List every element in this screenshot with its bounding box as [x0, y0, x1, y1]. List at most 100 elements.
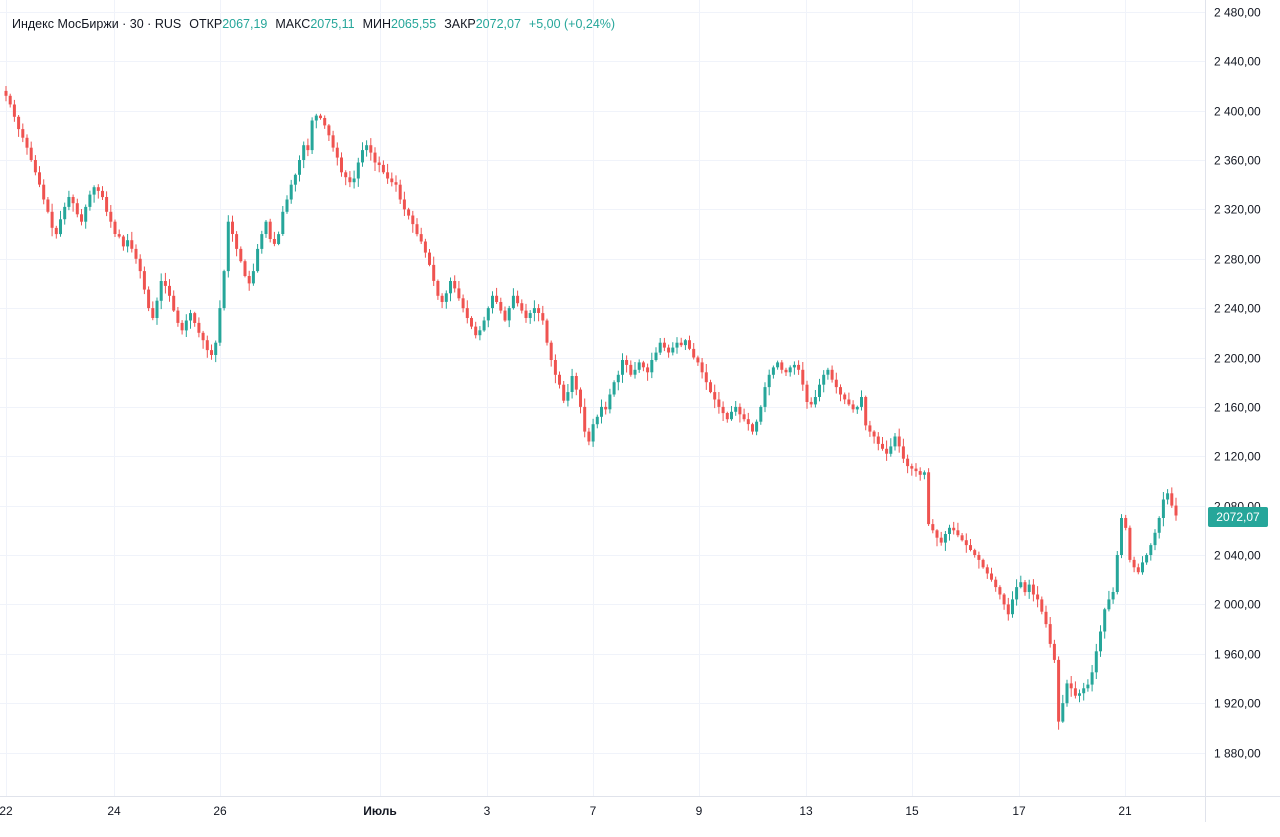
candle-body: [210, 350, 213, 355]
candle-body: [717, 399, 721, 407]
candle-body: [1103, 609, 1107, 632]
candle-body: [759, 406, 763, 422]
candle-body: [771, 367, 775, 375]
candle-body: [721, 406, 725, 414]
candle-body: [931, 524, 935, 531]
high-label: МАКС: [275, 17, 311, 31]
candle-body: [189, 313, 192, 321]
candle-body: [1057, 659, 1061, 722]
price-tick-label: 2 440,00: [1214, 55, 1261, 69]
candle-body: [33, 160, 37, 173]
candle-body: [583, 406, 587, 432]
candle-body: [1145, 555, 1149, 563]
candle-body: [679, 342, 683, 346]
candle-body: [960, 535, 964, 541]
candle-body: [1153, 532, 1157, 546]
candle-body: [612, 382, 616, 395]
candle-body: [29, 147, 33, 160]
candle-body: [822, 374, 826, 385]
price-tick-label: 2 200,00: [1214, 352, 1261, 366]
candle-body: [667, 347, 671, 353]
candle-body: [1036, 594, 1040, 600]
candle-body: [818, 384, 821, 397]
candle-body: [734, 406, 738, 412]
candle-body: [289, 184, 293, 200]
candle-body: [788, 367, 792, 373]
candle-body: [532, 308, 536, 313]
candle-body: [109, 211, 113, 222]
candle-body: [381, 164, 385, 173]
close-label: ЗАКР: [444, 17, 476, 31]
candle-body: [335, 147, 339, 158]
candle-body: [1136, 567, 1140, 573]
candle-body: [369, 145, 373, 153]
candle-body: [910, 466, 914, 469]
time-axis[interactable]: 22 24 26 Июль 3 7 9 13 15 17 21: [0, 804, 1132, 818]
candle-body: [914, 468, 918, 472]
candle-body: [780, 362, 784, 370]
candle-body: [797, 364, 801, 370]
candle-body: [730, 411, 733, 420]
candle-body: [830, 369, 834, 380]
candle-body: [486, 308, 490, 321]
candle-body: [1023, 582, 1027, 593]
candle-body: [1069, 683, 1073, 689]
candle-body: [948, 527, 951, 534]
candle-body: [101, 190, 104, 198]
candle-body: [126, 240, 130, 247]
time-tick-label: 22: [0, 804, 13, 818]
candle-body: [1002, 594, 1006, 605]
candle-body: [516, 295, 520, 304]
candle-body: [520, 303, 524, 311]
candle-body: [767, 374, 771, 388]
candle-body: [134, 248, 138, 259]
time-tick-label: 13: [799, 804, 813, 818]
candle-body: [600, 406, 603, 417]
candle-body: [881, 443, 884, 449]
candle-body: [650, 360, 654, 373]
candle-body: [402, 199, 406, 210]
candle-body: [1078, 693, 1081, 696]
time-tick-label: 7: [590, 804, 597, 818]
price-tick-label: 2 280,00: [1214, 253, 1261, 267]
candle-body: [21, 129, 25, 138]
candle-body: [398, 184, 402, 200]
candle-body: [344, 172, 348, 178]
candle-body: [805, 384, 809, 402]
candle-body: [662, 342, 666, 348]
candle-body: [1040, 599, 1044, 612]
candle-body: [990, 573, 993, 580]
candle-body: [201, 332, 205, 341]
candle-body: [117, 234, 121, 237]
candle-body: [625, 360, 629, 365]
candle-body: [922, 472, 926, 475]
candle-body: [436, 281, 440, 296]
candle-body: [8, 95, 12, 105]
candle-body: [348, 177, 352, 183]
candle-body: [457, 288, 461, 299]
candle-body: [50, 211, 54, 228]
candle-body: [860, 397, 863, 407]
candle-body: [1124, 518, 1128, 528]
price-tick-label: 1 920,00: [1214, 697, 1261, 711]
candle-body: [386, 172, 390, 179]
candle-body: [956, 530, 960, 536]
candle-body: [482, 320, 486, 331]
symbol-label[interactable]: Индекс МосБиржи · 30 · RUS: [12, 17, 182, 31]
candle-body: [197, 322, 201, 333]
candle-body: [168, 285, 171, 296]
candle-body: [507, 308, 511, 321]
candle-body: [713, 392, 717, 400]
price-axis[interactable]: 2 480,00 2 440,00 2 400,00 2 360,00 2 320,00…: [1214, 6, 1261, 761]
price-tick-label: 2 320,00: [1214, 203, 1261, 217]
candle-body: [105, 197, 109, 212]
candle-body: [130, 240, 134, 249]
candle-body: [226, 221, 230, 272]
time-tick-label: 26: [213, 804, 227, 818]
candle-body: [453, 281, 457, 289]
candle-body: [75, 203, 79, 215]
candle-body: [1111, 592, 1115, 600]
candle-body: [755, 421, 759, 432]
